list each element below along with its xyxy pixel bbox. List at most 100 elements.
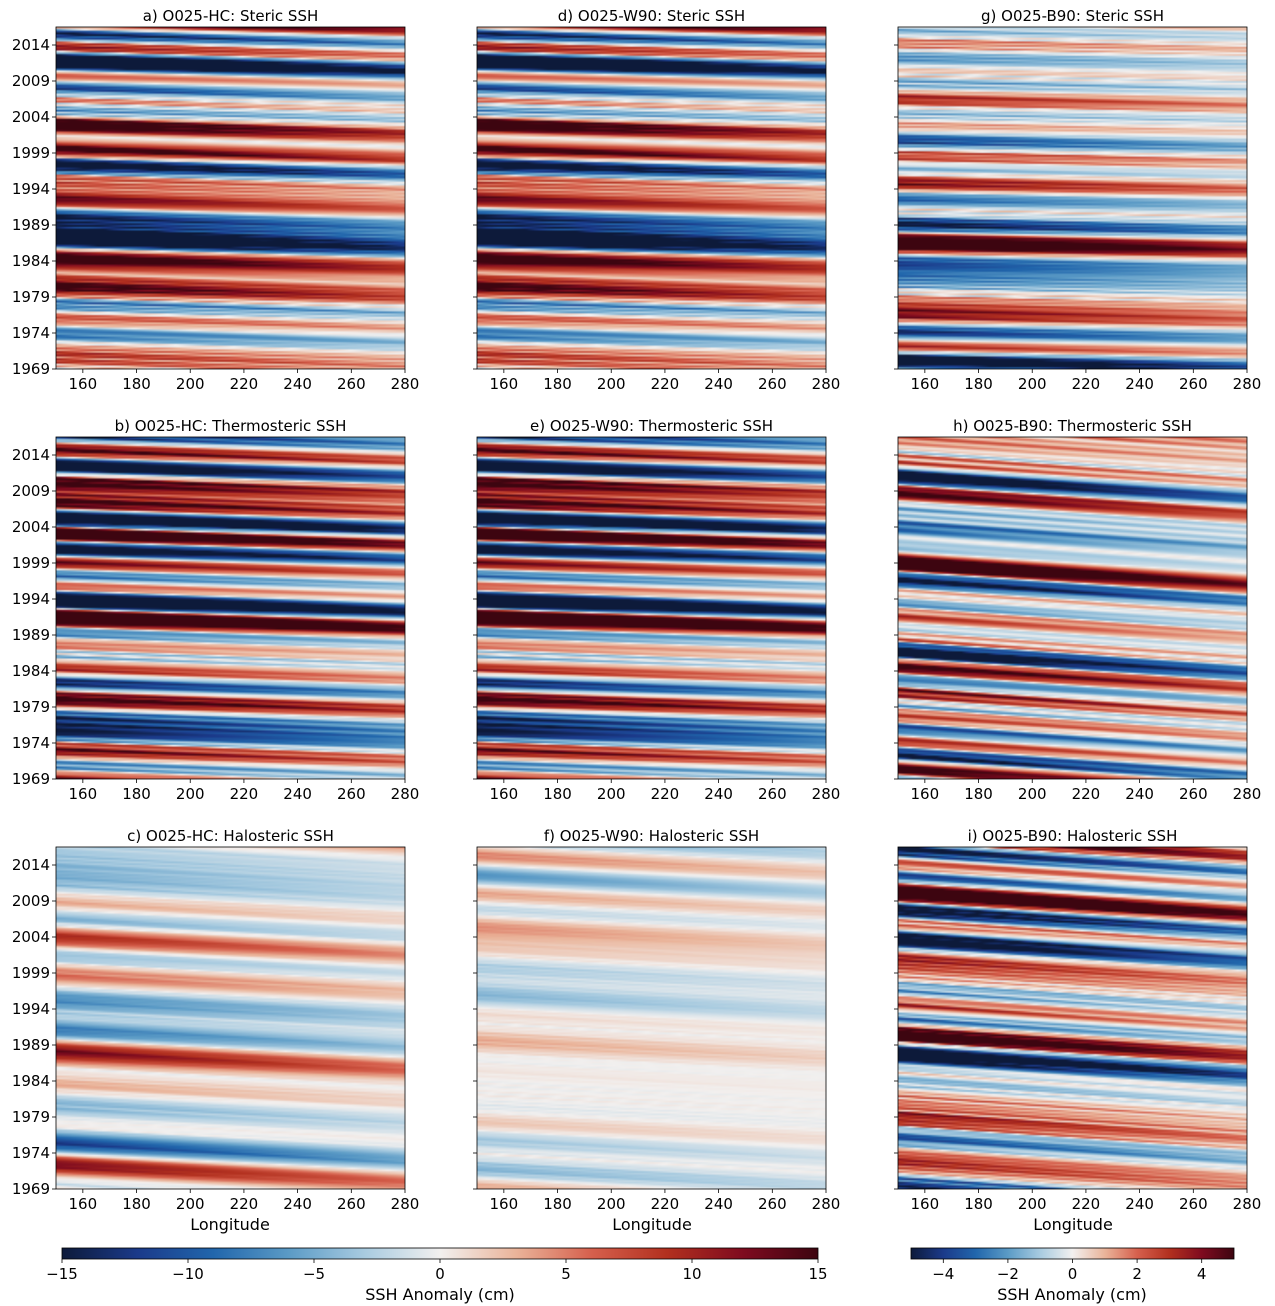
- panel-title-c: c) O025-HC: Halosteric SSH: [127, 827, 334, 845]
- xtick-label-c-240: 240: [283, 1195, 312, 1213]
- cbar-main-ticks-tick-label-6: 15: [808, 1265, 827, 1283]
- xtick-label-b-240: 240: [283, 785, 312, 803]
- xtick-label-d-240: 240: [704, 375, 733, 393]
- xtick-label-f-260: 260: [758, 1195, 787, 1213]
- heatmap-a: [56, 27, 405, 369]
- xtick-label-c-280: 280: [391, 1195, 420, 1213]
- axes-frame-a: [55, 26, 406, 370]
- xtick-label-c-220: 220: [230, 1195, 259, 1213]
- panel-c: c) O025-HC: Halosteric SSH 160 180 200 220 24…: [12, 827, 420, 1213]
- heatmap-e: [477, 437, 826, 779]
- xtick-label-b-280: 280: [391, 785, 420, 803]
- axes-frame-e: [476, 436, 827, 780]
- xtick-label-e-240: 240: [704, 785, 733, 803]
- xtick-label-c-200: 200: [176, 1195, 205, 1213]
- cbar-main-ticks-tick-label-2: −5: [303, 1265, 325, 1283]
- ytick-label-a-1979: 1979: [12, 288, 50, 306]
- panel-title-h: h) O025-B90: Thermosteric SSH: [953, 417, 1192, 435]
- heatmap-c: [56, 847, 405, 1189]
- xtick-label-b-180: 180: [122, 785, 151, 803]
- cbar-main-ticks-tick-label-4: 5: [561, 1265, 571, 1283]
- xtick-label-a-280: 280: [391, 375, 420, 393]
- xtick-label-d-220: 220: [651, 375, 680, 393]
- ytick-label-c-1984: 1984: [12, 1072, 50, 1090]
- ytick-label-c-1979: 1979: [12, 1108, 50, 1126]
- colorbar-right-label: SSH Anomaly (cm): [997, 1285, 1147, 1304]
- heatmap-d: [477, 27, 826, 369]
- xtick-label-d-180: 180: [543, 375, 572, 393]
- ytick-label-c-2014: 2014: [12, 856, 50, 874]
- xtick-label-f-160: 160: [490, 1195, 519, 1213]
- ytick-label-b-1979: 1979: [12, 698, 50, 716]
- ytick-label-b-2004: 2004: [12, 518, 50, 536]
- xtick-label-d-280: 280: [812, 375, 841, 393]
- ytick-label-b-1974: 1974: [12, 734, 50, 752]
- panel-d: d) O025-W90: Steric SSH 160 180 200 220 240 26…: [473, 7, 840, 393]
- xtick-label-g-220: 220: [1072, 375, 1101, 393]
- xtick-label-f-200: 200: [597, 1195, 626, 1213]
- xtick-label-e-220: 220: [651, 785, 680, 803]
- xtick-label-g-180: 180: [964, 375, 993, 393]
- xtick-label-e-260: 260: [758, 785, 787, 803]
- xtick-label-e-180: 180: [543, 785, 572, 803]
- xtick-label-e-200: 200: [597, 785, 626, 803]
- xtick-label-h-200: 200: [1018, 785, 1047, 803]
- axes-frame-d: [476, 26, 827, 370]
- xtick-label-g-200: 200: [1018, 375, 1047, 393]
- heatmap-f: [477, 847, 826, 1189]
- xtick-label-b-160: 160: [69, 785, 98, 803]
- panel-g: g) O025-B90: Steric SSH 160 180 200 220 240 26…: [894, 7, 1261, 393]
- xtick-label-a-220: 220: [230, 375, 259, 393]
- xtick-label-h-280: 280: [1233, 785, 1262, 803]
- panel-title-b: b) O025-HC: Thermosteric SSH: [115, 417, 347, 435]
- heatmap-g: [898, 27, 1247, 369]
- cbar-main-ticks-tick-label-5: 10: [682, 1265, 701, 1283]
- cbar-right-ticks-tick-label-3: 2: [1132, 1265, 1142, 1283]
- axes-frame-b: [55, 436, 406, 780]
- panel-f: f) O025-W90: Halosteric SSH 160 180 200 220 2…: [473, 827, 840, 1213]
- panel-a: a) O025-HC: Steric SSH 160 180 200 220 240 260…: [12, 7, 420, 393]
- xtick-label-c-180: 180: [122, 1195, 151, 1213]
- cbar-right-ticks-tick-label-4: 4: [1197, 1265, 1207, 1283]
- xlabel-col-2: Longitude: [612, 1215, 692, 1234]
- cbar-main-ticks-tick-label-3: 0: [435, 1265, 445, 1283]
- xtick-label-h-180: 180: [964, 785, 993, 803]
- ytick-label-a-1984: 1984: [12, 252, 50, 270]
- xtick-label-i-160: 160: [911, 1195, 940, 1213]
- ytick-label-c-1999: 1999: [12, 964, 50, 982]
- xtick-label-a-240: 240: [283, 375, 312, 393]
- ytick-label-a-2014: 2014: [12, 36, 50, 54]
- cbar-main-ticks-tick-label-1: −10: [172, 1265, 204, 1283]
- ytick-label-c-1969: 1969: [12, 1180, 50, 1198]
- ytick-label-b-1994: 1994: [12, 590, 50, 608]
- ytick-label-a-1989: 1989: [12, 216, 50, 234]
- xtick-label-a-160: 160: [69, 375, 98, 393]
- xtick-label-e-280: 280: [812, 785, 841, 803]
- axes-frame-f: [476, 846, 827, 1190]
- xtick-label-a-260: 260: [337, 375, 366, 393]
- ytick-label-a-2004: 2004: [12, 108, 50, 126]
- panel-title-i: i) O025-B90: Halosteric SSH: [968, 827, 1178, 845]
- panel-title-e: e) O025-W90: Thermosteric SSH: [530, 417, 773, 435]
- xtick-label-b-200: 200: [176, 785, 205, 803]
- xtick-label-a-180: 180: [122, 375, 151, 393]
- xlabel-right: Longitude: [1033, 1215, 1113, 1234]
- xtick-label-h-240: 240: [1125, 785, 1154, 803]
- panel-e: e) O025-W90: Thermosteric SSH 160 180 200 22…: [473, 417, 840, 803]
- xtick-label-d-200: 200: [597, 375, 626, 393]
- axes-frame-i: [897, 846, 1248, 1190]
- xtick-label-h-160: 160: [911, 785, 940, 803]
- cbar-right-ticks-tick-label-0: −4: [932, 1265, 954, 1283]
- ytick-label-a-1974: 1974: [12, 324, 50, 342]
- xlabel-col-1: Longitude: [190, 1215, 270, 1234]
- ytick-label-a-1969: 1969: [12, 360, 50, 378]
- colorbar-main: −15 −10 −5 0 5 10 15 SSH Anomaly (cm): [46, 1247, 828, 1304]
- heatmap-b: [56, 437, 405, 779]
- ytick-label-a-1999: 1999: [12, 144, 50, 162]
- ytick-label-a-2009: 2009: [12, 72, 50, 90]
- heatmap-i: [898, 847, 1247, 1189]
- ytick-label-c-1989: 1989: [12, 1036, 50, 1054]
- cbar-main-ticks-tick-label-0: −15: [46, 1265, 78, 1283]
- xtick-label-g-160: 160: [911, 375, 940, 393]
